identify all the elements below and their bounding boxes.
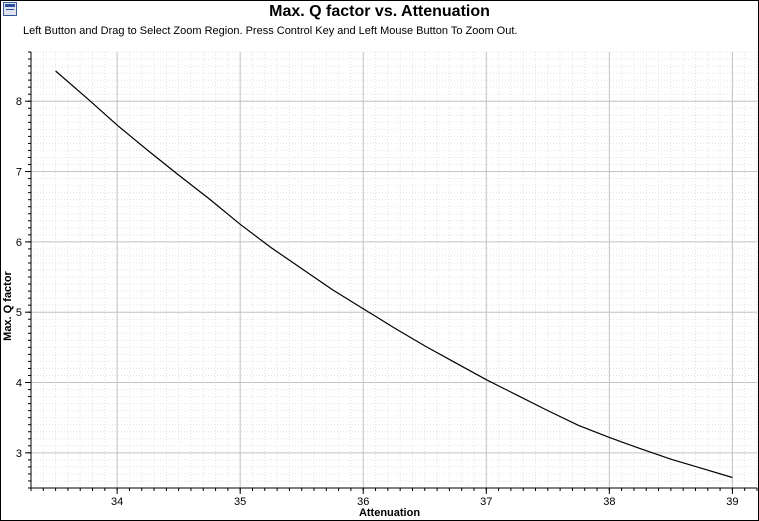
grid-lines: [30, 51, 758, 489]
y-tick-label: 5: [16, 307, 22, 319]
y-tick-label: 6: [16, 237, 22, 249]
y-tick-label: 8: [16, 96, 22, 108]
y-tick-label: 4: [16, 378, 22, 390]
x-tick-label: 36: [357, 496, 369, 508]
series-line-0: [55, 70, 733, 479]
series-group: [55, 70, 733, 479]
x-tick-label: 34: [111, 496, 123, 508]
x-axis-label: Attenuation: [358, 507, 421, 519]
tick-marks: [25, 51, 758, 494]
y-tick-label: 7: [16, 167, 22, 179]
zoom-hint-text: Left Button and Drag to Select Zoom Regi…: [23, 25, 518, 37]
chart-title: Max. Q factor vs. Attenuation: [269, 3, 490, 20]
x-tick-label: 35: [234, 496, 246, 508]
y-axis-label-wrap: Max. Q factor: [1, 236, 15, 376]
x-tick-label: 37: [480, 496, 492, 508]
y-axis-label: Max. Q factor: [2, 271, 14, 341]
y-tick-label: 3: [16, 448, 22, 460]
chart-window-icon[interactable]: [3, 2, 17, 16]
x-tick-label: 38: [603, 496, 615, 508]
x-tick-label: 39: [726, 496, 738, 508]
